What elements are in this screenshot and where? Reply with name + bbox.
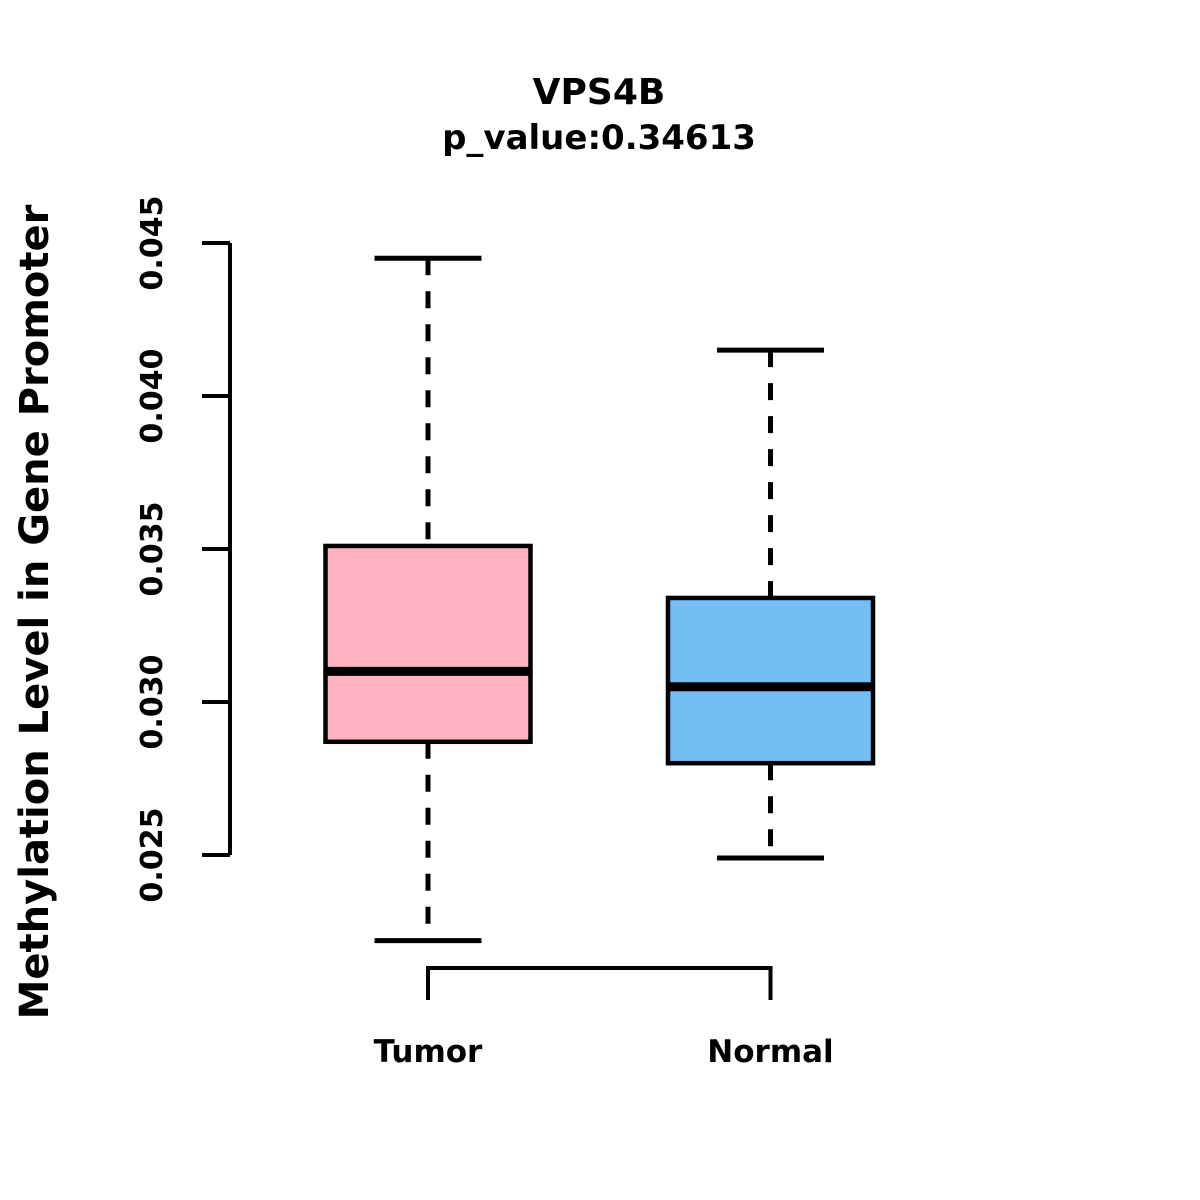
normal-box [665, 595, 876, 766]
x-tick-label-normal: Normal [707, 1034, 833, 1070]
y-axis-tick-label: 0.035 [135, 502, 170, 597]
x-axis-bracket [426, 966, 773, 1000]
tumor-box [323, 543, 533, 745]
y-axis-tick-label: 0.030 [135, 655, 170, 750]
chart-subtitle: p_value:0.34613 [442, 118, 756, 158]
y-axis-tick-label: 0.045 [135, 196, 170, 291]
y-axis-tick-label: 0.025 [135, 808, 170, 903]
x-tick-label-tumor: Tumor [374, 1034, 483, 1070]
y-axis-tick-label: 0.040 [135, 349, 170, 444]
chart-title: VPS4B [532, 72, 666, 113]
y-axis-label: Methylation Level in Gene Promoter [12, 204, 58, 1020]
